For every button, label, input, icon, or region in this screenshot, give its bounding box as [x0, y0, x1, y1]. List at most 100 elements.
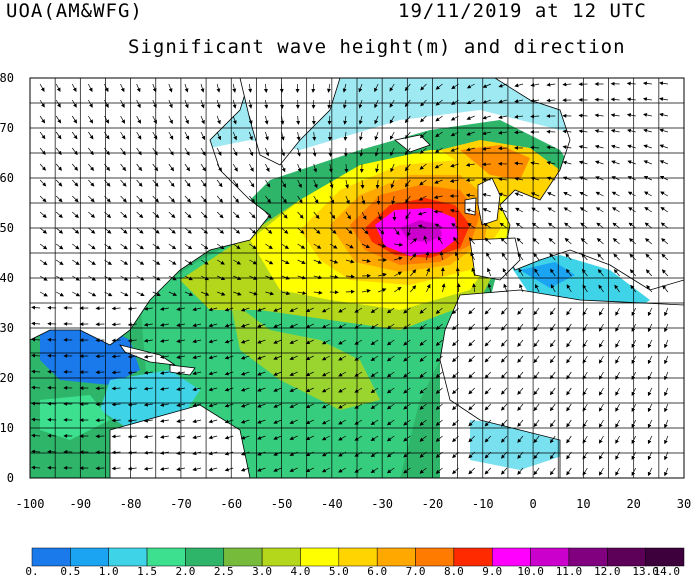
- direction-arrow: [370, 339, 379, 346]
- direction-arrow: [152, 83, 157, 93]
- direction-arrow: [386, 435, 395, 442]
- direction-arrow: [152, 275, 161, 281]
- direction-arrow: [566, 339, 572, 348]
- direction-arrow: [104, 147, 110, 156]
- colorbar: 0. 0.5 1.0 1.5 2.0 2.5 3.0 4.0 5.0 6.0 7.0 8.0 9.0 10…: [25, 547, 685, 577]
- direction-arrow: [359, 147, 364, 157]
- direction-arrow: [580, 222, 588, 229]
- direction-arrow: [615, 387, 620, 396]
- direction-arrow: [370, 419, 379, 426]
- colorbar-label: 12.0: [594, 565, 621, 577]
- direction-arrow: [404, 163, 411, 172]
- direction-arrow: [168, 131, 174, 140]
- direction-arrow: [216, 195, 224, 203]
- direction-arrow: [647, 403, 653, 413]
- direction-arrow: [257, 451, 266, 456]
- direction-arrow: [208, 435, 218, 440]
- direction-arrow: [472, 283, 477, 293]
- direction-arrow: [452, 451, 459, 459]
- direction-arrow: [579, 176, 588, 181]
- direction-arrow: [499, 222, 508, 229]
- direction-arrow: [466, 208, 475, 213]
- direction-arrow: [224, 403, 234, 408]
- direction-arrow: [297, 163, 302, 173]
- colorbar-label: 5.0: [329, 565, 349, 577]
- direction-arrow: [328, 147, 333, 157]
- direction-arrow: [136, 243, 144, 250]
- direction-arrow: [615, 307, 620, 316]
- direction-arrow: [104, 211, 112, 219]
- direction-arrow: [71, 131, 78, 140]
- direction-arrow: [345, 243, 354, 249]
- direction-arrow: [297, 211, 304, 219]
- direction-arrow: [404, 83, 411, 92]
- direction-arrow: [452, 339, 459, 347]
- direction-arrow: [468, 403, 475, 411]
- direction-arrow: [615, 435, 620, 444]
- direction-arrow: [386, 419, 395, 426]
- direction-arrow: [329, 195, 334, 204]
- direction-arrow: [631, 467, 637, 477]
- direction-arrow: [143, 322, 153, 327]
- direction-arrow: [224, 371, 234, 376]
- direction-arrow: [500, 451, 508, 459]
- direction-arrow: [419, 419, 427, 426]
- direction-arrow: [433, 195, 443, 200]
- direction-arrow: [498, 130, 507, 135]
- direction-arrow: [168, 275, 177, 281]
- direction-arrow: [498, 177, 507, 182]
- direction-arrow: [549, 403, 556, 412]
- direction-arrow: [664, 371, 669, 381]
- direction-arrow: [88, 163, 95, 171]
- direction-arrow: [517, 307, 524, 315]
- direction-arrow: [240, 435, 250, 440]
- direction-arrow: [566, 355, 572, 364]
- direction-arrow: [517, 403, 524, 411]
- direction-arrow: [546, 98, 556, 103]
- direction-arrow: [72, 211, 79, 219]
- direction-arrow: [257, 403, 266, 408]
- direction-arrow: [31, 465, 41, 470]
- direction-arrow: [265, 211, 272, 219]
- direction-arrow: [321, 419, 331, 425]
- direction-arrow: [549, 339, 556, 348]
- direction-arrow: [208, 339, 218, 344]
- direction-arrow: [439, 251, 444, 261]
- direction-arrow: [104, 227, 112, 234]
- direction-arrow: [664, 387, 669, 397]
- direction-arrow: [152, 115, 157, 125]
- direction-arrow: [450, 147, 459, 152]
- colorbar-swatch: [453, 547, 493, 567]
- direction-arrow: [345, 259, 355, 264]
- direction-arrow: [503, 283, 508, 293]
- x-tick-label: -90: [69, 497, 91, 511]
- direction-arrow: [468, 323, 475, 331]
- direction-arrow: [31, 353, 41, 358]
- direction-arrow: [449, 178, 459, 183]
- direction-arrow: [643, 144, 652, 149]
- direction-arrow: [582, 371, 588, 380]
- direction-arrow: [120, 291, 129, 297]
- direction-arrow: [435, 355, 443, 362]
- direction-arrow: [152, 211, 160, 219]
- direction-arrow: [549, 371, 556, 380]
- direction-arrow: [580, 237, 588, 245]
- direction-arrow: [452, 435, 459, 443]
- direction-arrow: [127, 306, 137, 311]
- colorbar-label: 1.0: [99, 565, 119, 577]
- x-tick-label: -70: [170, 497, 192, 511]
- direction-arrow: [547, 222, 556, 229]
- direction-arrow: [248, 99, 253, 109]
- direction-arrow: [305, 307, 314, 313]
- direction-arrow: [354, 467, 363, 473]
- direction-arrow: [484, 435, 492, 443]
- direction-arrow: [468, 387, 475, 395]
- direction-arrow: [168, 243, 177, 250]
- direction-arrow: [361, 211, 367, 220]
- direction-arrow: [630, 284, 636, 293]
- direction-arrow: [482, 83, 491, 88]
- direction-arrow: [435, 419, 443, 426]
- direction-arrow: [514, 176, 524, 181]
- direction-arrow: [143, 386, 153, 391]
- direction-arrow: [111, 354, 121, 359]
